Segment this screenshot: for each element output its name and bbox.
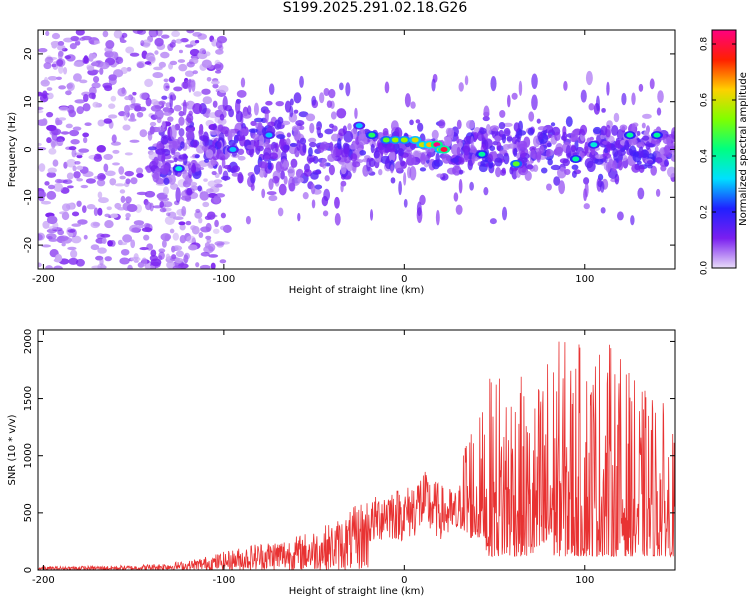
colorbar: 0.0 0.2 0.4 0.6 0.8 Normalized spectral ampli…	[700, 29, 749, 276]
x-axis-label: Height of straight line (km)	[289, 586, 425, 597]
spectral-peak	[391, 137, 399, 143]
y-tick-label: 1500	[23, 386, 34, 411]
x-tick-label: 0	[401, 575, 407, 586]
x-axis-label: Height of straight line (km)	[289, 285, 425, 296]
colorbar-tick-label: 0.6	[700, 93, 710, 108]
spectrogram-field	[38, 30, 675, 269]
colorbar-tick-label: 0.0	[700, 261, 710, 276]
snr-series-line	[38, 341, 675, 570]
spectral-peak	[175, 166, 183, 172]
spectral-peak	[653, 132, 661, 138]
spectral-peak	[355, 123, 363, 129]
spectral-peak	[265, 132, 273, 138]
y-tick-label: 10	[23, 95, 34, 108]
spectral-peak	[512, 161, 520, 167]
colorbar-tick-label: 0.2	[700, 205, 710, 219]
colorbar-tick-label: 0.8	[700, 37, 710, 52]
spectral-peak	[411, 137, 419, 143]
colorbar-gradient	[711, 29, 737, 269]
y-tick-label: 0	[23, 567, 34, 573]
x-tick-label: -100	[213, 575, 236, 586]
spectral-peak	[382, 137, 390, 143]
y-axis-label: SNR (10 * v/v)	[7, 414, 18, 485]
spectral-peak	[478, 151, 486, 157]
spectral-peak	[572, 156, 580, 162]
spectral-peak	[400, 137, 408, 143]
y-tick-label: 500	[23, 503, 34, 522]
snr-frame	[37, 329, 676, 571]
y-tick-label: 2000	[23, 329, 34, 354]
spectral-peak	[368, 132, 376, 138]
x-tick-label: -200	[32, 575, 55, 586]
y-tick-label: -10	[23, 189, 34, 205]
x-tick-label: 100	[575, 575, 594, 586]
y-tick-label: 0	[23, 146, 34, 152]
spectral-peak	[590, 142, 598, 148]
figure-title: S199.2025.291.02.18.G26	[282, 0, 468, 16]
spectral-peak	[229, 147, 237, 152]
spectral-peak	[440, 147, 448, 152]
x-tick-label: 0	[401, 274, 407, 285]
spectral-peak	[626, 132, 634, 138]
colorbar-label: Normalized spectral amplitude	[738, 72, 749, 226]
y-tick-label: 1000	[23, 443, 34, 468]
x-tick-label: -200	[32, 274, 55, 285]
y-tick-label: -20	[23, 237, 34, 253]
y-tick-label: 20	[23, 48, 34, 61]
x-tick-label: -100	[213, 274, 236, 285]
x-tick-label: 100	[575, 274, 594, 285]
y-axis-label: Frequency (Hz)	[7, 112, 18, 188]
colorbar-tick-label: 0.4	[700, 149, 710, 164]
